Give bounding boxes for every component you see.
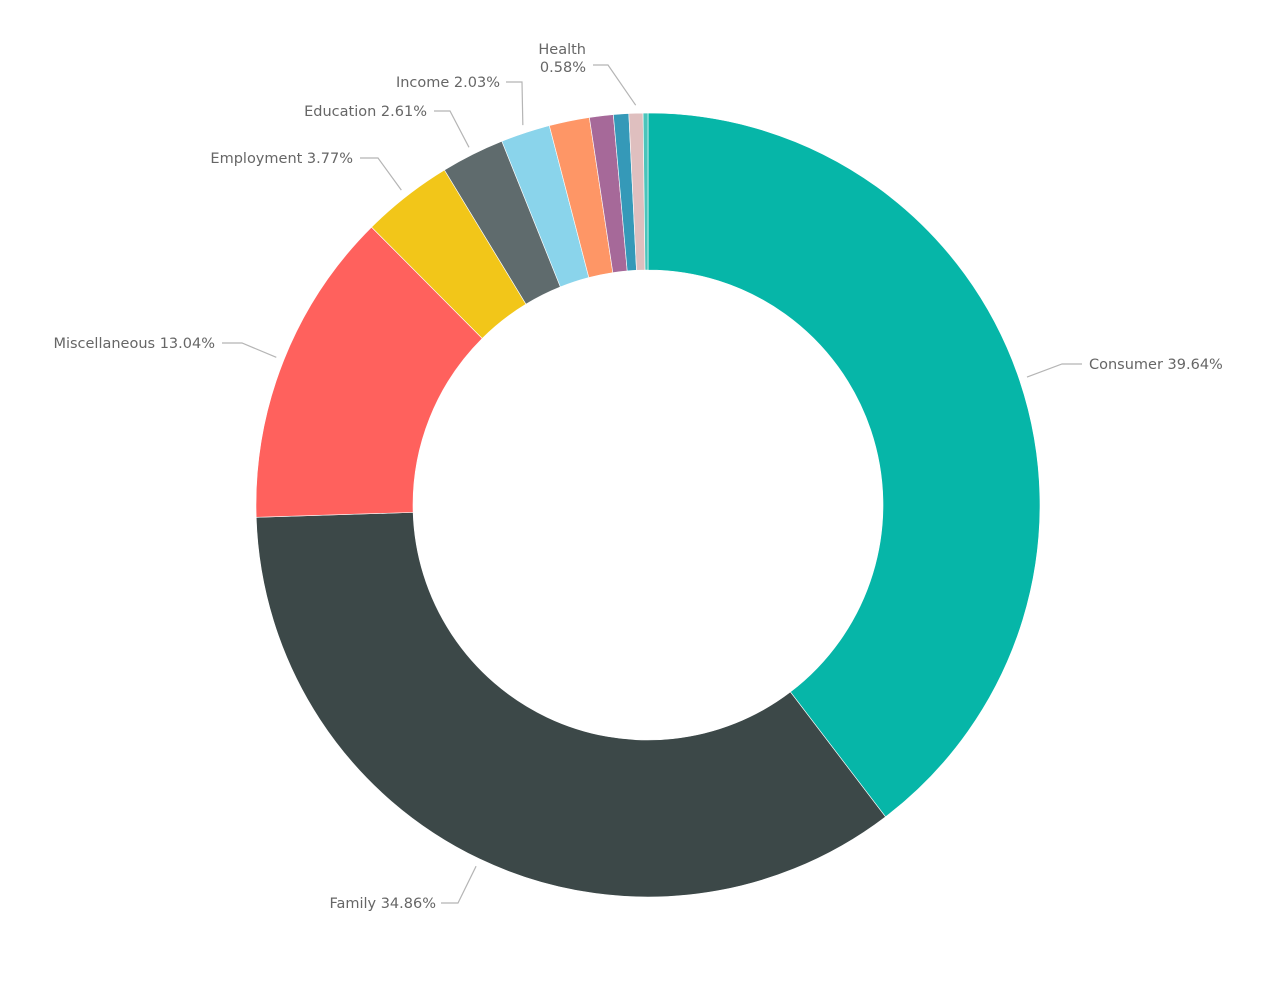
leader-line-employment [360, 157, 402, 191]
slice-consumer[interactable] [647, 112, 1041, 818]
leader-line-education [434, 110, 470, 148]
label-income: Income 2.03% [396, 75, 500, 91]
leader-line-consumer [1026, 363, 1082, 378]
leader-line-income [506, 81, 524, 126]
label-miscellaneous: Miscellaneous 13.04% [53, 336, 215, 352]
donut-slices [255, 112, 1041, 898]
leader-line-family [441, 865, 477, 904]
leader-line-health [593, 64, 637, 106]
label-leader-lines [222, 64, 1082, 904]
label-consumer: Consumer 39.64% [1089, 357, 1223, 373]
label-family: Family 34.86% [329, 896, 436, 912]
slice-miscellaneous[interactable] [255, 226, 483, 518]
slice-family[interactable] [255, 512, 886, 898]
slice-labels: Consumer 39.64% Family 34.86% Miscellaneou… [53, 42, 1222, 912]
leader-line-miscellaneous [222, 342, 277, 358]
label-health: Health 0.58% [538, 42, 586, 76]
label-employment: Employment 3.77% [210, 151, 353, 167]
label-education: Education 2.61% [304, 104, 427, 120]
slice-unlabeled-10[interactable] [642, 112, 649, 271]
